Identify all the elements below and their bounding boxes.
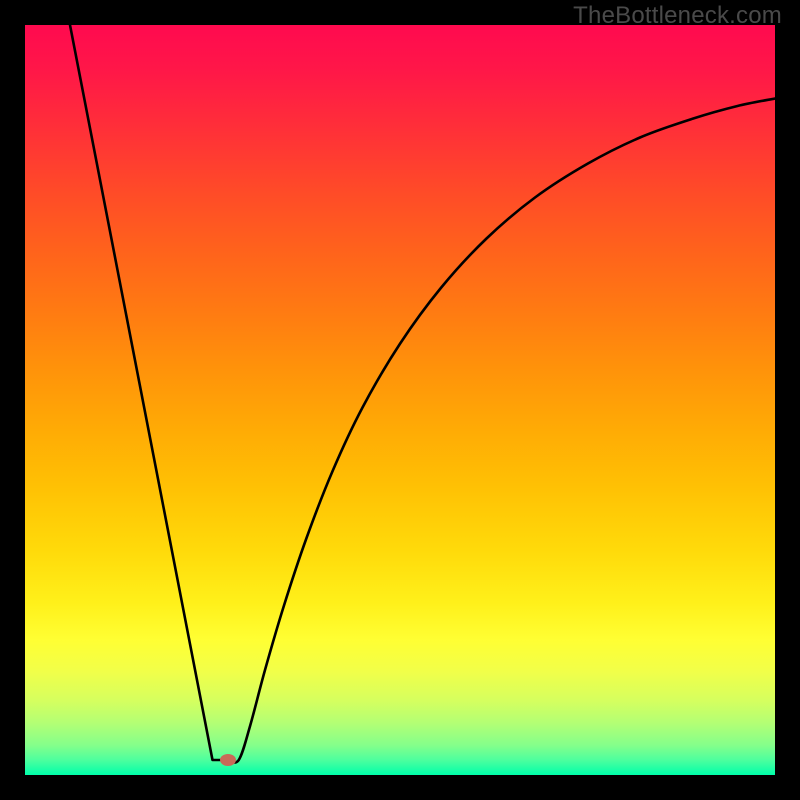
curve-svg bbox=[25, 25, 775, 775]
watermark-text: TheBottleneck.com bbox=[573, 2, 782, 30]
curve-path bbox=[70, 25, 775, 763]
chart-container: TheBottleneck.com bbox=[0, 0, 800, 800]
min-marker bbox=[220, 754, 236, 766]
plot-area bbox=[25, 25, 775, 775]
